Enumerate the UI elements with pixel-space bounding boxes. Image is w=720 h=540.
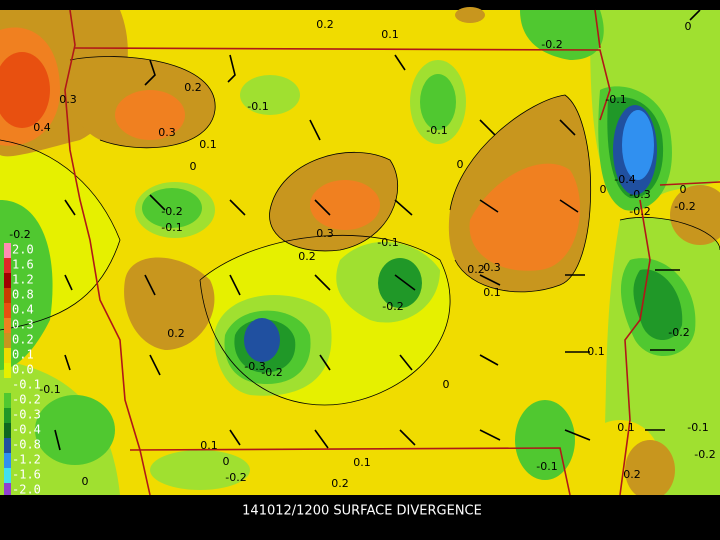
legend-label: -2.0 (12, 483, 41, 497)
contour-label: -0.2 (9, 228, 30, 241)
contour-label: 0.2 (298, 250, 316, 263)
contour-label: 0.1 (200, 439, 218, 452)
contour-label: -0.2 (382, 300, 403, 313)
legend-swatch (4, 318, 11, 333)
contour-label: 0.2 (316, 18, 334, 31)
contour-label: -0.2 (629, 205, 650, 218)
contour-label: 0.2 (623, 468, 641, 481)
contour-label: 0 (600, 183, 607, 196)
legend-label: -1.6 (12, 468, 41, 482)
legend-swatch (4, 303, 11, 318)
legend-swatch (4, 453, 11, 468)
legend-label: 1.6 (12, 258, 34, 272)
contour-label: -0.1 (605, 93, 626, 106)
legend-swatch (4, 288, 11, 303)
contour-labels: 0.20.1-0.200.30.40.20.3-0.10.10-0.10-0.1… (9, 18, 715, 490)
caption-bar (0, 495, 720, 540)
legend-label: -0.1 (12, 378, 41, 392)
legend-label: 0.0 (12, 363, 34, 377)
contour-label: 0.4 (33, 121, 51, 134)
contour-label: -0.2 (161, 205, 182, 218)
contour-label: -0.1 (39, 383, 60, 396)
contour-label: 0 (443, 378, 450, 391)
contour-label: 0.2 (331, 477, 349, 490)
contour-label: 0 (190, 160, 197, 173)
legend-swatch (4, 438, 11, 453)
contour-label: 0.1 (199, 138, 217, 151)
contour-label: 0.3 (158, 126, 176, 139)
legend-swatch (4, 333, 11, 348)
contour-label: -0.3 (244, 360, 265, 373)
contour-label: 0 (457, 158, 464, 171)
legend-label: -0.4 (12, 423, 41, 437)
legend-label: 0.4 (12, 303, 34, 317)
legend-label: 0.8 (12, 288, 34, 302)
wind-barbs (54, 9, 701, 451)
legend-swatch (4, 348, 11, 363)
contour-label: 0.2 (467, 263, 485, 276)
legend-swatch (4, 423, 11, 438)
legend-label: -0.2 (12, 393, 41, 407)
contour-label: 0 (680, 183, 687, 196)
contour-label: 0.1 (353, 456, 371, 469)
legend-swatch (4, 408, 11, 423)
legend-label: -0.8 (12, 438, 41, 452)
contour-label: 0.1 (617, 421, 635, 434)
legend-swatch (4, 258, 11, 273)
legend-label: 0.1 (12, 348, 34, 362)
divergence-field (0, 7, 720, 500)
contour-label: -0.1 (377, 236, 398, 249)
isolines (0, 56, 720, 406)
contour-label: -0.2 (261, 366, 282, 379)
contour-label: -0.1 (687, 421, 708, 434)
contour-label: 0 (685, 20, 692, 33)
contour-label: 0.1 (483, 286, 501, 299)
contour-label: -0.2 (225, 471, 246, 484)
contour-label: 0 (223, 455, 230, 468)
contour-label: -0.1 (536, 460, 557, 473)
contour-label: -0.3 (629, 188, 650, 201)
contour-label: -0.2 (668, 326, 689, 339)
contour-label: -0.2 (694, 448, 715, 461)
caption: 141012/1200 SURFACE DIVERGENCE (242, 504, 482, 519)
legend-label: 0.3 (12, 318, 34, 332)
contour-label: 0.3 (483, 261, 501, 274)
contour-label: -0.2 (541, 38, 562, 51)
contour-label: 0.3 (316, 227, 334, 240)
legend-label: -1.2 (12, 453, 41, 467)
contour-label: -0.4 (614, 173, 635, 186)
legend-swatch (4, 378, 11, 393)
legend-swatch (4, 483, 11, 498)
contour-label: 0 (82, 475, 89, 488)
contour-label: 0.1 (587, 345, 605, 358)
contour-label: 0.2 (184, 81, 202, 94)
contour-label: 0.3 (59, 93, 77, 106)
legend-label: 2.0 (12, 243, 34, 257)
legend-swatch (4, 468, 11, 483)
legend-swatch (4, 273, 11, 288)
legend-label: 1.2 (12, 273, 34, 287)
state-borders (64, 9, 720, 496)
legend-swatch (4, 363, 11, 378)
contour-label: -0.2 (674, 200, 695, 213)
legend: 2.01.61.20.80.40.30.20.10.0-0.1-0.2-0.3-… (4, 243, 41, 498)
legend-label: 0.2 (12, 333, 34, 347)
contour-label: 0.1 (381, 28, 399, 41)
contour-label: -0.1 (426, 124, 447, 137)
contour-label: 0.2 (167, 327, 185, 340)
legend-swatch (4, 243, 11, 258)
legend-label: -0.3 (12, 408, 41, 422)
contour-label: -0.1 (161, 221, 182, 234)
legend-swatch (4, 393, 11, 408)
contour-label: -0.1 (247, 100, 268, 113)
